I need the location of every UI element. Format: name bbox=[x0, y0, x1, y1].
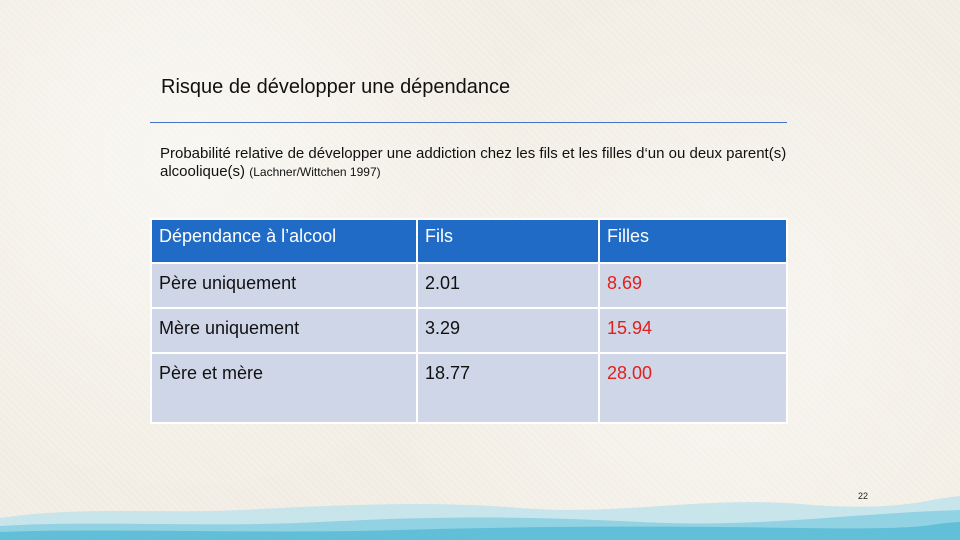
table-row: Père uniquement 2.01 8.69 bbox=[150, 262, 788, 309]
row-label: Mère uniquement bbox=[150, 307, 418, 354]
sons-value: 2.01 bbox=[416, 262, 600, 309]
sons-value: 18.77 bbox=[416, 352, 600, 424]
title-divider bbox=[150, 122, 787, 123]
table-row: Père et mère 18.77 28.00 bbox=[150, 352, 788, 424]
subtitle-text: Probabilité relative de développer une a… bbox=[160, 145, 787, 180]
header-dependency: Dépendance à l’alcool bbox=[150, 218, 418, 264]
dependency-table: Dépendance à l’alcool Fils Filles Père u… bbox=[150, 218, 788, 424]
page-number: 22 bbox=[858, 491, 869, 501]
daughters-value: 8.69 bbox=[598, 262, 788, 309]
slide-subtitle: Probabilité relative de développer une a… bbox=[160, 145, 800, 181]
decorative-wave bbox=[0, 496, 960, 540]
table-row: Mère uniquement 3.29 15.94 bbox=[150, 307, 788, 354]
daughters-value: 15.94 bbox=[598, 307, 788, 354]
row-label: Père et mère bbox=[150, 352, 418, 424]
daughters-value: 28.00 bbox=[598, 352, 788, 424]
subtitle-source: (Lachner/Wittchen 1997) bbox=[249, 165, 381, 179]
header-daughters: Filles bbox=[598, 218, 788, 264]
table-header-row: Dépendance à l’alcool Fils Filles bbox=[150, 218, 788, 264]
header-sons: Fils bbox=[416, 218, 600, 264]
row-label: Père uniquement bbox=[150, 262, 418, 309]
slide-title: Risque de développer une dépendance bbox=[161, 76, 511, 98]
sons-value: 3.29 bbox=[416, 307, 600, 354]
